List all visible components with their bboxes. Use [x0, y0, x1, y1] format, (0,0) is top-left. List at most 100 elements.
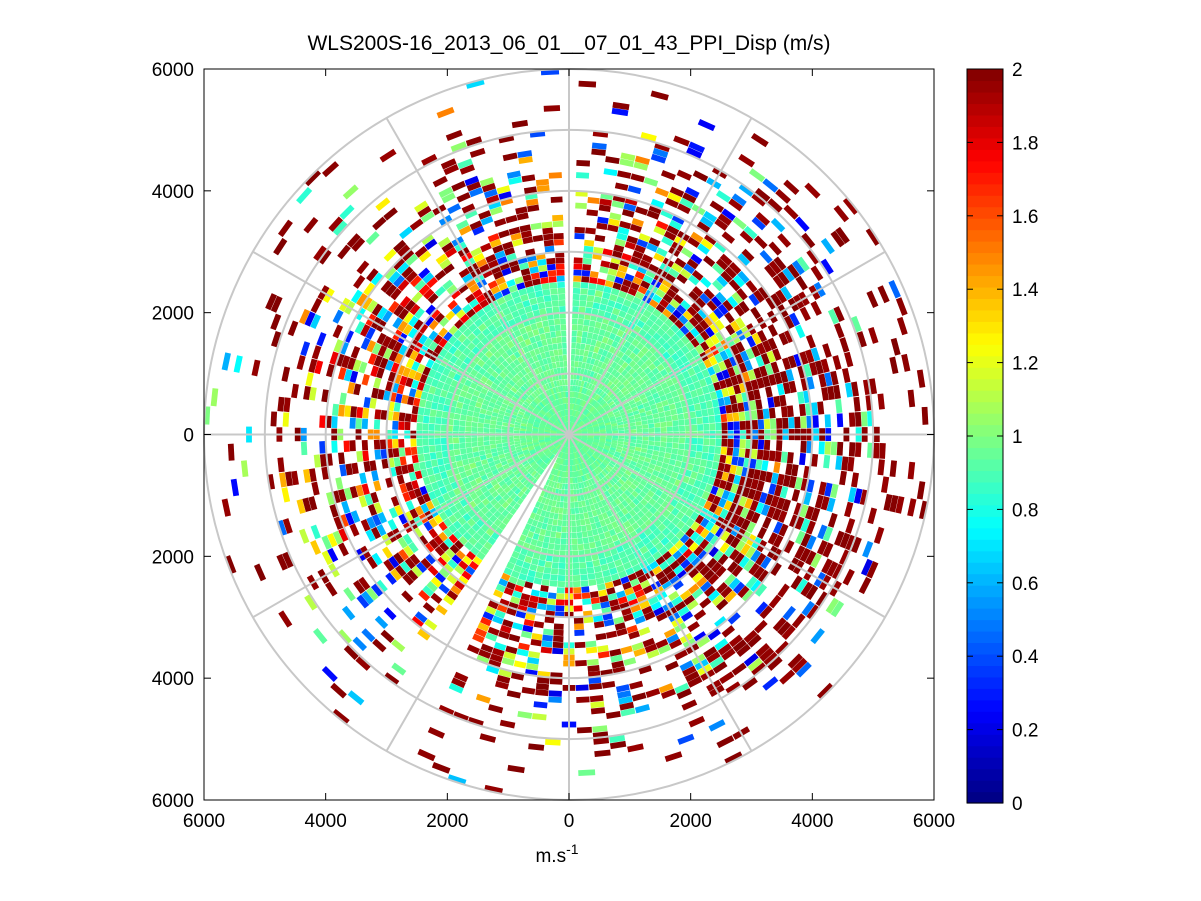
colorbar-band — [967, 630, 1003, 644]
data-cell — [601, 470, 607, 477]
data-cell — [528, 458, 535, 465]
data-cell — [755, 355, 765, 367]
data-cell — [663, 405, 671, 412]
data-cell — [673, 564, 684, 575]
data-cell — [698, 497, 707, 508]
data-cell — [768, 241, 782, 256]
data-cell — [447, 558, 458, 570]
data-cell — [581, 269, 591, 277]
data-cell — [493, 642, 507, 651]
data-cell — [691, 269, 704, 281]
data-cell — [440, 552, 452, 563]
data-cell — [651, 408, 659, 415]
data-cell — [596, 527, 604, 535]
data-cell — [632, 505, 641, 514]
data-cell — [362, 450, 370, 462]
data-cell — [644, 341, 653, 350]
data-cell — [723, 463, 731, 473]
data-cell — [652, 450, 660, 456]
data-cell — [768, 450, 776, 462]
colorbar-band — [967, 263, 1003, 277]
data-cell — [613, 490, 621, 498]
data-cell — [644, 519, 653, 528]
data-cell — [635, 494, 644, 502]
data-cell — [583, 409, 590, 416]
data-cell — [681, 699, 698, 711]
data-cell — [762, 178, 779, 193]
data-cell — [484, 784, 504, 795]
data-cell — [628, 493, 636, 502]
data-cell — [651, 537, 660, 546]
data-cell — [590, 455, 596, 462]
data-cell — [506, 690, 521, 699]
data-cell — [699, 481, 707, 491]
data-cell — [598, 464, 605, 471]
data-cell — [513, 478, 520, 486]
data-cell — [575, 483, 579, 490]
data-cell — [435, 604, 448, 616]
data-cell — [631, 406, 639, 412]
data-cell — [649, 345, 658, 355]
data-cell — [428, 528, 439, 539]
data-cell — [612, 578, 622, 587]
data-cell — [581, 407, 587, 415]
data-cell — [629, 223, 642, 233]
data-cell — [582, 356, 588, 363]
data-cell — [448, 682, 464, 694]
data-cell — [695, 514, 705, 525]
data-cell — [429, 416, 436, 424]
data-cell — [839, 470, 847, 486]
x-tick-label: 4000 — [791, 811, 833, 832]
data-cell — [438, 704, 455, 717]
data-cell — [648, 299, 659, 309]
data-cell — [362, 407, 370, 419]
data-cell — [663, 230, 677, 241]
data-cell — [551, 337, 558, 344]
data-cell — [541, 522, 548, 530]
data-cell — [549, 325, 556, 332]
data-cell — [600, 499, 607, 507]
data-cell — [594, 460, 601, 466]
data-cell — [657, 406, 665, 413]
data-cell — [670, 453, 678, 460]
data-cell — [548, 276, 557, 283]
data-cell — [585, 301, 594, 308]
data-cell — [545, 555, 553, 562]
data-cell — [615, 684, 630, 693]
data-cell — [778, 332, 789, 346]
data-cell — [689, 411, 697, 419]
data-cell — [434, 572, 446, 583]
data-cell — [443, 527, 453, 538]
data-cell — [517, 710, 533, 719]
data-cell — [659, 560, 670, 571]
x-tick-label: 4000 — [305, 811, 347, 832]
data-cell — [859, 489, 869, 506]
data-cell — [395, 564, 407, 578]
data-cell — [613, 505, 621, 513]
data-cell — [750, 478, 759, 490]
data-cell — [495, 439, 502, 444]
data-cell — [805, 334, 816, 349]
data-cell — [804, 182, 821, 199]
data-cell — [443, 563, 454, 574]
data-cell — [489, 424, 496, 429]
data-cell — [626, 592, 637, 602]
data-cell — [591, 470, 597, 477]
data-cell — [591, 408, 598, 415]
data-cell — [719, 671, 735, 685]
data-cell — [707, 589, 720, 602]
data-cell — [599, 453, 606, 459]
data-cell — [710, 561, 722, 573]
data-cell — [659, 368, 668, 377]
data-cell — [735, 516, 746, 528]
data-cell — [654, 141, 671, 153]
data-cell — [624, 273, 635, 282]
data-cell — [462, 555, 473, 566]
data-cell — [755, 643, 771, 657]
data-cell — [581, 387, 586, 394]
data-cell — [356, 594, 370, 609]
data-cell — [850, 536, 862, 554]
data-cell — [684, 186, 700, 199]
data-cell — [640, 354, 649, 363]
data-cell — [645, 410, 653, 416]
